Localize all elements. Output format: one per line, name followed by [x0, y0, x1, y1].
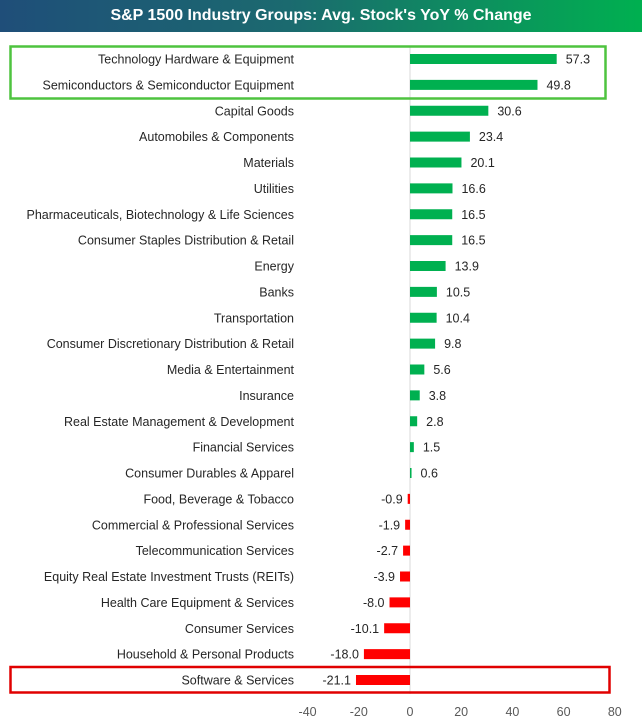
category-label: Semiconductors & Semiconductor Equipment [42, 78, 294, 92]
bar [389, 597, 410, 608]
data-label: 13.9 [455, 260, 479, 274]
data-label: 10.4 [446, 311, 470, 325]
data-label: 30.6 [497, 104, 521, 118]
x-tick-label: -40 [299, 705, 317, 719]
bar [410, 54, 557, 64]
category-label: Real Estate Management & Development [64, 415, 295, 429]
data-label: -0.9 [381, 492, 403, 506]
data-label: 16.5 [461, 208, 485, 222]
category-label: Consumer Services [185, 622, 294, 636]
data-label: 1.5 [423, 441, 440, 455]
category-label: Financial Services [193, 441, 294, 455]
data-label: -1.9 [379, 518, 401, 532]
data-label: 16.5 [461, 234, 485, 248]
bar [363, 649, 410, 660]
highlight-box-top [9, 45, 607, 100]
data-label: -21.1 [322, 674, 351, 688]
category-label: Media & Entertainment [167, 363, 295, 377]
data-label: 20.1 [470, 156, 494, 170]
category-label: Automobiles & Components [139, 130, 294, 144]
category-label: Consumer Discretionary Distribution & Re… [47, 337, 294, 351]
bar [410, 286, 437, 297]
category-label: Banks [259, 285, 294, 299]
bar [410, 105, 489, 116]
category-label: Commercial & Professional Services [92, 518, 294, 532]
bar [384, 623, 410, 634]
data-label: 16.6 [461, 182, 485, 196]
bar [410, 416, 418, 427]
x-tick-label: -20 [350, 705, 368, 719]
x-tick-label: 60 [557, 705, 571, 719]
data-label: 5.6 [433, 363, 450, 377]
x-tick-label: 0 [407, 705, 414, 719]
data-label: 2.8 [426, 415, 443, 429]
data-label: -18.0 [330, 648, 359, 662]
bar [410, 131, 470, 142]
chart-title: S&P 1500 Industry Groups: Avg. Stock's Y… [0, 0, 642, 32]
category-label: Materials [243, 156, 294, 170]
bar [410, 157, 462, 168]
bar [403, 545, 410, 556]
data-label: 9.8 [444, 337, 461, 351]
category-label: Utilities [254, 182, 294, 196]
data-label: -10.1 [351, 622, 380, 636]
bar [410, 209, 453, 220]
x-tick-label: 80 [608, 705, 622, 719]
category-label: Transportation [214, 311, 294, 325]
data-label: -2.7 [377, 544, 399, 558]
category-label: Capital Goods [215, 104, 294, 118]
category-label: Insurance [239, 389, 294, 403]
bar [355, 675, 410, 685]
category-label: Food, Beverage & Tobacco [143, 492, 294, 506]
highlight-box-bottom [9, 665, 611, 694]
bar [400, 571, 410, 582]
bar [410, 79, 538, 90]
bar [410, 364, 425, 375]
category-label: Health Care Equipment & Services [101, 596, 294, 610]
data-label: 10.5 [446, 285, 470, 299]
category-label: Technology Hardware & Equipment [98, 53, 294, 67]
category-label: Equity Real Estate Investment Trusts (RE… [44, 570, 294, 584]
x-tick-label: 20 [454, 705, 468, 719]
data-label: 49.8 [546, 78, 570, 92]
bar [410, 442, 414, 453]
bar [407, 493, 410, 504]
data-label: 23.4 [479, 130, 503, 144]
bar [410, 261, 446, 271]
bar [410, 183, 453, 194]
data-label: -3.9 [373, 570, 395, 584]
bar [405, 519, 410, 530]
category-label: Household & Personal Products [117, 648, 294, 662]
bar [410, 235, 453, 246]
bar [410, 390, 420, 401]
category-label: Software & Services [181, 674, 294, 688]
data-label: 0.6 [421, 467, 438, 481]
bar [410, 312, 437, 323]
category-label: Consumer Durables & Apparel [125, 467, 294, 481]
data-label: -8.0 [363, 596, 385, 610]
data-label: 3.8 [429, 389, 446, 403]
category-label: Telecommunication Services [136, 544, 294, 558]
data-label: 57.3 [566, 53, 590, 67]
bar [410, 338, 436, 349]
bar [410, 468, 412, 478]
category-label: Consumer Staples Distribution & Retail [78, 234, 294, 248]
category-label: Pharmaceuticals, Biotechnology & Life Sc… [26, 208, 294, 222]
category-label: Energy [254, 260, 294, 274]
x-tick-label: 40 [505, 705, 519, 719]
